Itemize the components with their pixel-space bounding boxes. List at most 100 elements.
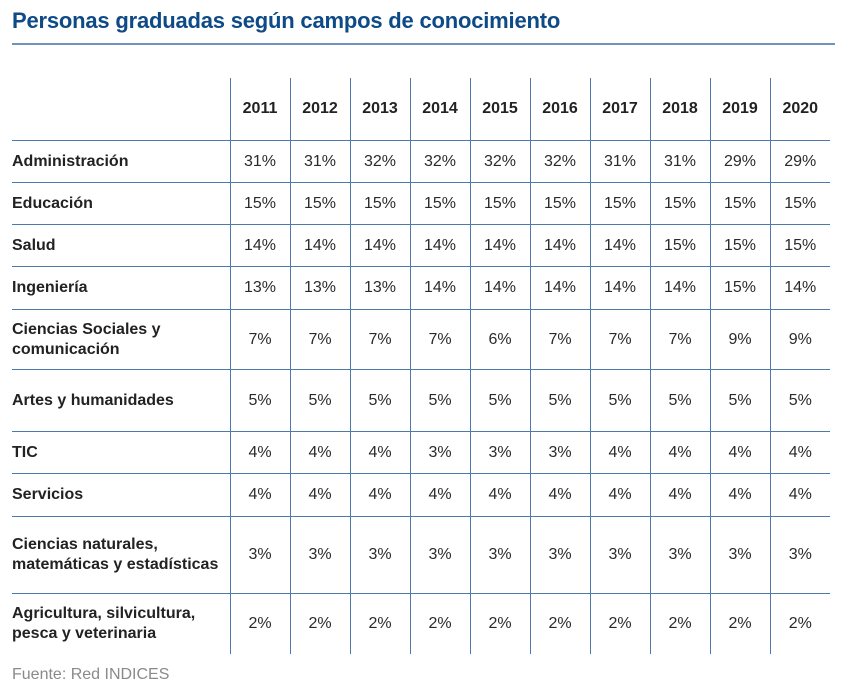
value-cell: 5%	[649, 369, 710, 432]
value-cell: 5%	[409, 369, 470, 432]
value-cell: 5%	[289, 369, 350, 432]
value-cell: 32%	[529, 140, 590, 183]
year-header: 2014	[409, 78, 470, 141]
header-row: 2011 2012 2013 2014 2015 2016 2017 2018 2019 2020	[12, 78, 830, 141]
value-cell: 3%	[529, 431, 590, 474]
value-cell: 15%	[769, 224, 830, 267]
value-cell: 15%	[709, 266, 770, 310]
source-note: Fuente: Red INDICES	[12, 666, 170, 683]
table-row: Artes y humanidades 5% 5% 5% 5% 5% 5% 5% 5% 5% 5%	[12, 369, 830, 432]
value-cell: 14%	[589, 266, 650, 310]
value-cell: 2%	[469, 593, 530, 654]
value-cell: 13%	[289, 266, 350, 310]
value-cell: 5%	[469, 369, 530, 432]
value-cell: 15%	[769, 182, 830, 225]
table-row: Servicios 4% 4% 4% 4% 4% 4% 4% 4% 4% 4%	[12, 473, 830, 517]
value-cell: 4%	[289, 473, 350, 517]
row-label: Salud	[12, 236, 56, 254]
value-cell: 4%	[589, 473, 650, 517]
value-cell: 5%	[529, 369, 590, 432]
value-cell: 15%	[289, 182, 350, 225]
value-cell: 3%	[409, 431, 470, 474]
value-cell: 14%	[469, 224, 530, 267]
year-header: 2019	[709, 78, 770, 141]
year-header: 2016	[529, 78, 590, 141]
value-cell: 3%	[709, 516, 770, 594]
value-cell: 14%	[409, 266, 470, 310]
value-cell: 14%	[529, 224, 590, 267]
value-cell: 31%	[589, 140, 650, 183]
row-label: Artes y humanidades	[12, 391, 174, 409]
value-cell: 3%	[409, 516, 470, 594]
value-cell: 14%	[589, 224, 650, 267]
value-cell: 15%	[649, 224, 710, 267]
value-cell: 32%	[349, 140, 410, 183]
value-cell: 13%	[229, 266, 290, 310]
value-cell: 15%	[649, 182, 710, 225]
value-cell: 5%	[229, 369, 290, 432]
value-cell: 14%	[289, 224, 350, 267]
value-cell: 31%	[229, 140, 290, 183]
value-cell: 5%	[709, 369, 770, 432]
table-row: Ciencias naturales, matemáticas y estadí…	[12, 516, 830, 594]
value-cell: 9%	[769, 309, 830, 370]
value-cell: 13%	[349, 266, 410, 310]
row-label: Administración	[12, 152, 129, 170]
table-row: Ingeniería 13% 13% 13% 14% 14% 14% 14% 14% 15% 14%	[12, 266, 830, 310]
value-cell: 15%	[409, 182, 470, 225]
value-cell: 15%	[709, 224, 770, 267]
row-label: Agricultura, silvicultura, pesca y veter…	[12, 604, 196, 642]
value-cell: 3%	[649, 516, 710, 594]
value-cell: 4%	[349, 431, 410, 474]
value-cell: 3%	[349, 516, 410, 594]
value-cell: 5%	[349, 369, 410, 432]
value-cell: 2%	[409, 593, 470, 654]
value-cell: 7%	[349, 309, 410, 370]
value-cell: 3%	[229, 516, 290, 594]
value-cell: 2%	[709, 593, 770, 654]
value-cell: 4%	[229, 473, 290, 517]
row-label: Ciencias naturales, matemáticas y estadí…	[12, 536, 219, 573]
value-cell: 29%	[769, 140, 830, 183]
value-cell: 6%	[469, 309, 530, 370]
value-cell: 2%	[529, 593, 590, 654]
corner-cell	[12, 78, 230, 141]
value-cell: 14%	[409, 224, 470, 267]
value-cell: 4%	[709, 473, 770, 517]
value-cell: 2%	[229, 593, 290, 654]
value-cell: 4%	[649, 431, 710, 474]
table-row: Administración 31% 31% 32% 32% 32% 32% 31% 31% 29…	[12, 140, 830, 183]
row-label: Servicios	[12, 486, 84, 503]
value-cell: 4%	[289, 431, 350, 474]
title-divider	[12, 43, 835, 45]
table-row: Agricultura, silvicultura, pesca y veter…	[12, 593, 830, 654]
value-cell: 14%	[349, 224, 410, 267]
value-cell: 4%	[529, 473, 590, 517]
value-cell: 3%	[529, 516, 590, 594]
value-cell: 2%	[769, 593, 830, 654]
value-cell: 14%	[769, 266, 830, 310]
value-cell: 3%	[589, 516, 650, 594]
value-cell: 4%	[649, 473, 710, 517]
value-cell: 32%	[409, 140, 470, 183]
value-cell: 7%	[229, 309, 290, 370]
value-cell: 3%	[469, 516, 530, 594]
value-cell: 3%	[469, 431, 530, 474]
value-cell: 7%	[289, 309, 350, 370]
page-title: Personas graduadas según campos de conoc…	[12, 8, 561, 33]
value-cell: 7%	[649, 309, 710, 370]
table-row: Ciencias Sociales y comunicación 7% 7% 7% 7%…	[12, 309, 830, 370]
value-cell: 3%	[289, 516, 350, 594]
row-label: Educación	[12, 194, 93, 212]
year-header: 2020	[769, 78, 830, 141]
value-cell: 7%	[409, 309, 470, 370]
value-cell: 15%	[589, 182, 650, 225]
value-cell: 14%	[229, 224, 290, 267]
value-cell: 2%	[589, 593, 650, 654]
year-header: 2018	[649, 78, 710, 141]
value-cell: 4%	[409, 473, 470, 517]
row-label: Ciencias Sociales y comunicación	[12, 320, 161, 358]
value-cell: 5%	[589, 369, 650, 432]
value-cell: 15%	[229, 182, 290, 225]
row-label: Ingeniería	[12, 279, 88, 296]
